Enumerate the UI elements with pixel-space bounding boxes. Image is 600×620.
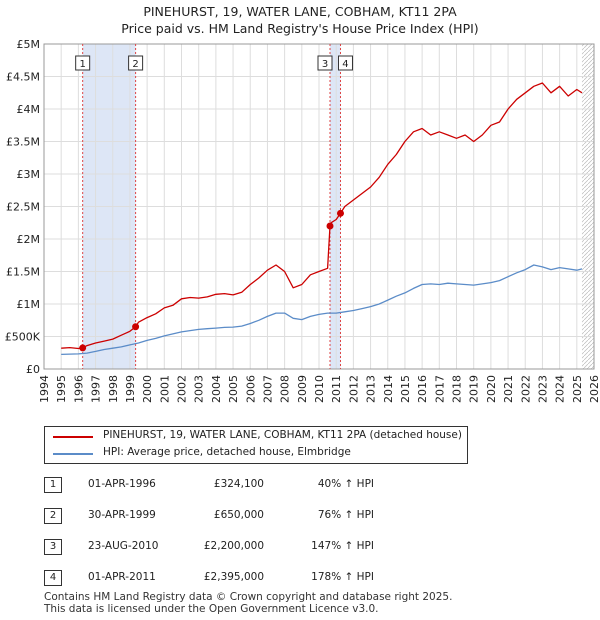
sale-point	[326, 222, 334, 230]
y-tick-label: £4.5M	[6, 71, 40, 84]
legend-label-property: PINEHURST, 19, WATER LANE, COBHAM, KT11 …	[103, 429, 462, 441]
x-tick-label: 2012	[347, 375, 360, 403]
sale-marker-box	[317, 55, 333, 71]
x-tick-label: 2006	[244, 375, 257, 403]
hpi-line	[61, 264, 583, 356]
x-tick-label: 2022	[519, 375, 532, 403]
y-tick-label: £2.5M	[6, 201, 40, 214]
footer-copyright: Contains HM Land Registry data © Crown c…	[44, 591, 453, 603]
y-tick-label: £3.5M	[6, 136, 40, 149]
sale-marker-label: 1	[79, 59, 85, 70]
y-tick-label: £1M	[17, 298, 41, 311]
x-tick-label: 2018	[451, 375, 464, 403]
legend: PINEHURST, 19, WATER LANE, COBHAM, KT11 …	[44, 426, 468, 464]
x-tick-label: 2016	[416, 375, 429, 403]
x-tick-label: 2026	[588, 375, 600, 403]
transaction-hpi: 40% ↑ HPI	[317, 478, 374, 490]
transaction-row: 4 01-APR-2011 £2,395,000 178% ↑ HPI	[44, 567, 464, 589]
x-tick-label: 2023	[536, 375, 549, 403]
x-tick-label: 2011	[330, 375, 343, 403]
transaction-date: 30-APR-1999	[88, 509, 156, 521]
transaction-price: £2,395,000	[203, 571, 264, 583]
transaction-hpi: 178% ↑ HPI	[311, 571, 374, 583]
x-tick-label: 2024	[554, 375, 567, 403]
sale-point	[336, 209, 344, 217]
x-tick-label: 2008	[279, 375, 292, 403]
y-tick-label: £3M	[17, 168, 41, 181]
transaction-row: 2 30-APR-1999 £650,000 76% ↑ HPI	[44, 505, 464, 527]
transaction-price: £2,200,000	[203, 540, 264, 552]
price-paid-line	[61, 82, 583, 350]
transaction-date: 01-APR-2011	[88, 571, 156, 583]
sale-marker-label: 2	[132, 59, 138, 70]
transaction-row: 3 23-AUG-2010 £2,200,000 147% ↑ HPI	[44, 536, 464, 558]
chart-title: PINEHURST, 19, WATER LANE, COBHAM, KT11 …	[143, 4, 457, 19]
y-tick-label: £0	[26, 363, 40, 376]
price-chart: 1994 1995 1996 1997 1998 1999 2000 2001 2002 2003…	[5, 38, 600, 403]
x-tick-label: 2013	[365, 375, 378, 403]
chart-subtitle: Price paid vs. HM Land Registry's House …	[121, 21, 479, 36]
transaction-number: 2	[44, 508, 62, 524]
y-tick-label: £1.5M	[6, 266, 40, 279]
sale-marker-label: 3	[322, 59, 328, 70]
transaction-hpi: 76% ↑ HPI	[317, 509, 374, 521]
transaction-price: £650,000	[213, 509, 264, 521]
x-tick-label: 1998	[107, 375, 120, 403]
x-tick-label: 2017	[433, 375, 446, 403]
sale-point	[132, 323, 140, 331]
transaction-number: 4	[44, 570, 62, 586]
x-tick-label: 2019	[468, 375, 481, 403]
x-tick-label: 2004	[210, 375, 223, 403]
transaction-number: 1	[44, 477, 62, 493]
footer-licence: This data is licensed under the Open Gov…	[44, 603, 379, 615]
x-tick-label: 1994	[38, 375, 51, 403]
sale-marker-label: 4	[342, 59, 348, 70]
sale-marker-box	[337, 55, 353, 71]
x-tick-label: 1995	[55, 375, 68, 403]
transaction-date: 01-APR-1996	[88, 478, 156, 490]
plot-border	[43, 43, 595, 370]
transaction-date: 23-AUG-2010	[88, 540, 159, 552]
y-tick-label: £2M	[17, 233, 41, 246]
legend-label-hpi: HPI: Average price, detached house, Elmb…	[103, 446, 351, 458]
legend-swatch-property	[53, 436, 93, 438]
transaction-row: 1 01-APR-1996 £324,100 40% ↑ HPI	[44, 474, 464, 496]
y-tick-label: £5M	[17, 38, 41, 51]
x-tick-label: 1996	[72, 375, 85, 403]
x-tick-label: 1999	[124, 375, 137, 403]
x-tick-label: 2015	[399, 375, 412, 403]
legend-swatch-hpi	[53, 453, 93, 455]
transaction-number: 3	[44, 539, 62, 555]
x-tick-label: 2020	[485, 375, 498, 403]
y-tick-label: £500K	[5, 331, 41, 344]
x-tick-label: 2002	[176, 375, 189, 403]
x-tick-label: 2005	[227, 375, 240, 403]
x-tick-label: 2025	[571, 375, 584, 403]
x-tick-label: 2001	[158, 375, 171, 403]
transaction-price: £324,100	[213, 478, 264, 490]
sale-marker-box	[128, 55, 144, 71]
transaction-hpi: 147% ↑ HPI	[311, 540, 374, 552]
x-tick-label: 2003	[193, 375, 206, 403]
x-tick-label: 1997	[90, 375, 103, 403]
x-tick-label: 2009	[296, 375, 309, 403]
x-tick-label: 2014	[382, 375, 395, 403]
y-tick-label: £4M	[17, 103, 41, 116]
x-tick-label: 2021	[502, 375, 515, 403]
x-tick-label: 2007	[261, 375, 274, 403]
x-tick-label: 2010	[313, 375, 326, 403]
sale-marker-box	[75, 55, 91, 71]
sale-point	[79, 344, 87, 352]
x-tick-label: 2000	[141, 375, 154, 403]
